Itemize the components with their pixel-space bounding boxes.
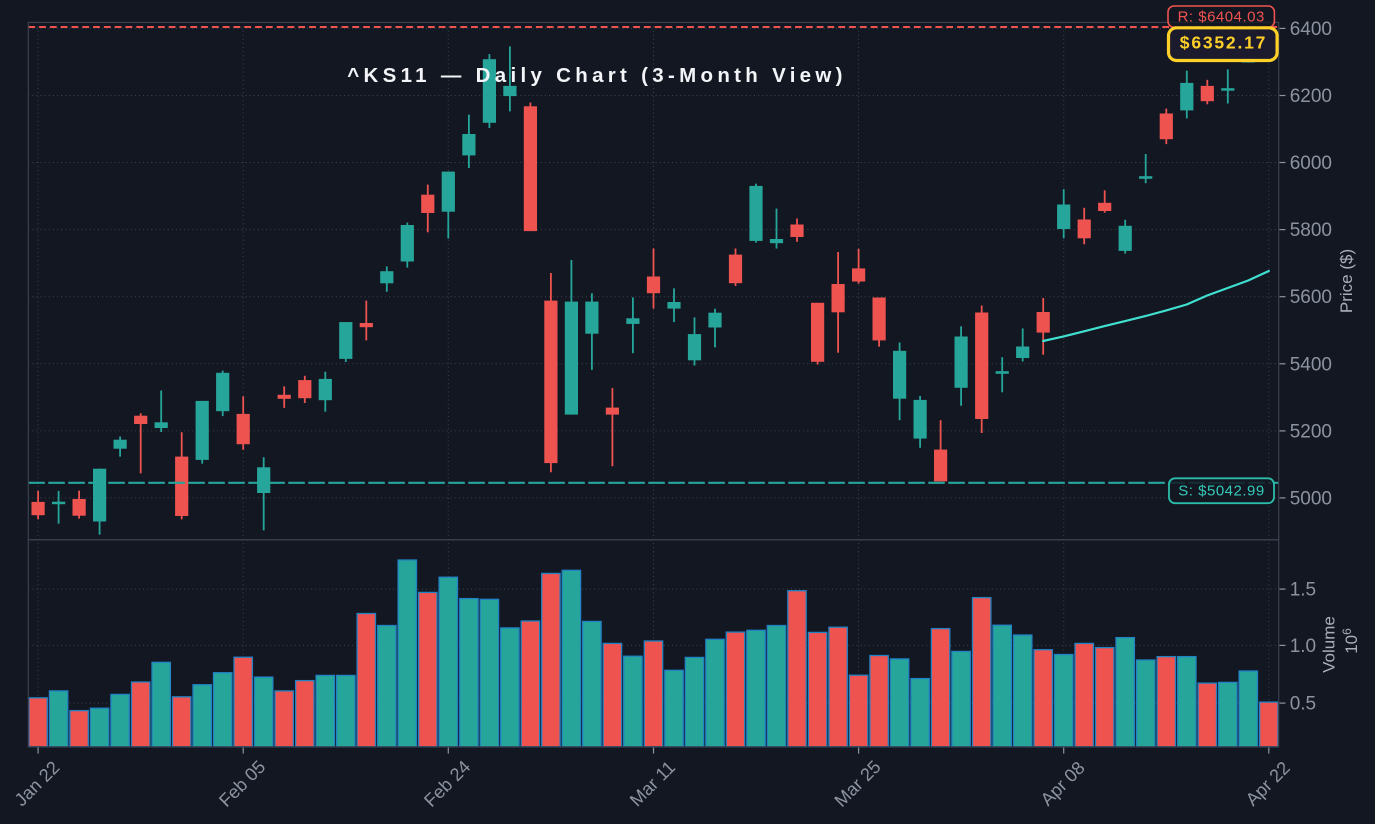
svg-text:5200: 5200 <box>1290 421 1332 442</box>
svg-text:5600: 5600 <box>1290 287 1332 308</box>
svg-text:S: $5042.99: S: $5042.99 <box>1178 482 1264 499</box>
svg-text:5400: 5400 <box>1290 354 1332 375</box>
svg-text:Price ($): Price ($) <box>1337 249 1356 313</box>
svg-text:^KS11 — Daily Chart (3-Month V: ^KS11 — Daily Chart (3-Month View) <box>347 64 847 87</box>
svg-text:5800: 5800 <box>1290 220 1332 241</box>
svg-text:Volume: Volume <box>1320 616 1339 673</box>
svg-text:6000: 6000 <box>1290 153 1332 174</box>
svg-text:$6352.17: $6352.17 <box>1180 33 1267 53</box>
svg-text:6400: 6400 <box>1290 19 1332 40</box>
svg-text:0.5: 0.5 <box>1290 694 1316 715</box>
svg-text:1.5: 1.5 <box>1290 580 1316 601</box>
svg-text:6200: 6200 <box>1290 86 1332 107</box>
svg-text:R: $6404.03: R: $6404.03 <box>1178 9 1265 26</box>
svg-text:1.0: 1.0 <box>1290 636 1316 657</box>
svg-text:5000: 5000 <box>1290 488 1332 509</box>
